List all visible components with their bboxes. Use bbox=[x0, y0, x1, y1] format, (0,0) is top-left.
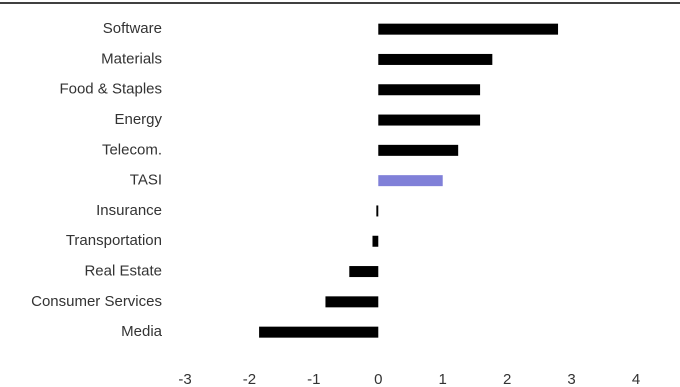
x-tick-label: 1 bbox=[439, 371, 447, 387]
x-tick-label: -2 bbox=[243, 371, 256, 387]
y-tick-label: Transportation bbox=[66, 232, 162, 249]
bar bbox=[376, 205, 379, 217]
y-tick-label: Telecom. bbox=[102, 141, 162, 158]
x-tick-label: 4 bbox=[632, 371, 640, 387]
bar bbox=[378, 114, 481, 126]
y-tick-label: Food & Staples bbox=[59, 81, 162, 98]
bar bbox=[378, 175, 443, 187]
bar bbox=[378, 144, 459, 156]
x-tick-label: 3 bbox=[567, 371, 575, 387]
y-tick-label: TASI bbox=[130, 172, 162, 189]
y-tick-label: Insurance bbox=[96, 202, 162, 219]
bar bbox=[372, 235, 379, 247]
y-tick-label: Real Estate bbox=[84, 263, 162, 280]
x-tick-label: -1 bbox=[307, 371, 320, 387]
y-tick-label: Energy bbox=[114, 111, 162, 128]
bar bbox=[349, 266, 379, 278]
y-tick-label: Media bbox=[121, 323, 163, 340]
y-tick-label: Consumer Services bbox=[31, 293, 162, 310]
bar bbox=[259, 326, 379, 338]
bar bbox=[325, 296, 379, 308]
x-tick-label: 2 bbox=[503, 371, 511, 387]
bar bbox=[378, 53, 493, 65]
bar bbox=[378, 23, 559, 35]
x-tick-label: 0 bbox=[374, 371, 382, 387]
x-tick-label: -3 bbox=[178, 371, 191, 387]
y-tick-label: Materials bbox=[101, 50, 162, 67]
bar bbox=[378, 84, 481, 96]
y-tick-label: Software bbox=[103, 20, 162, 37]
